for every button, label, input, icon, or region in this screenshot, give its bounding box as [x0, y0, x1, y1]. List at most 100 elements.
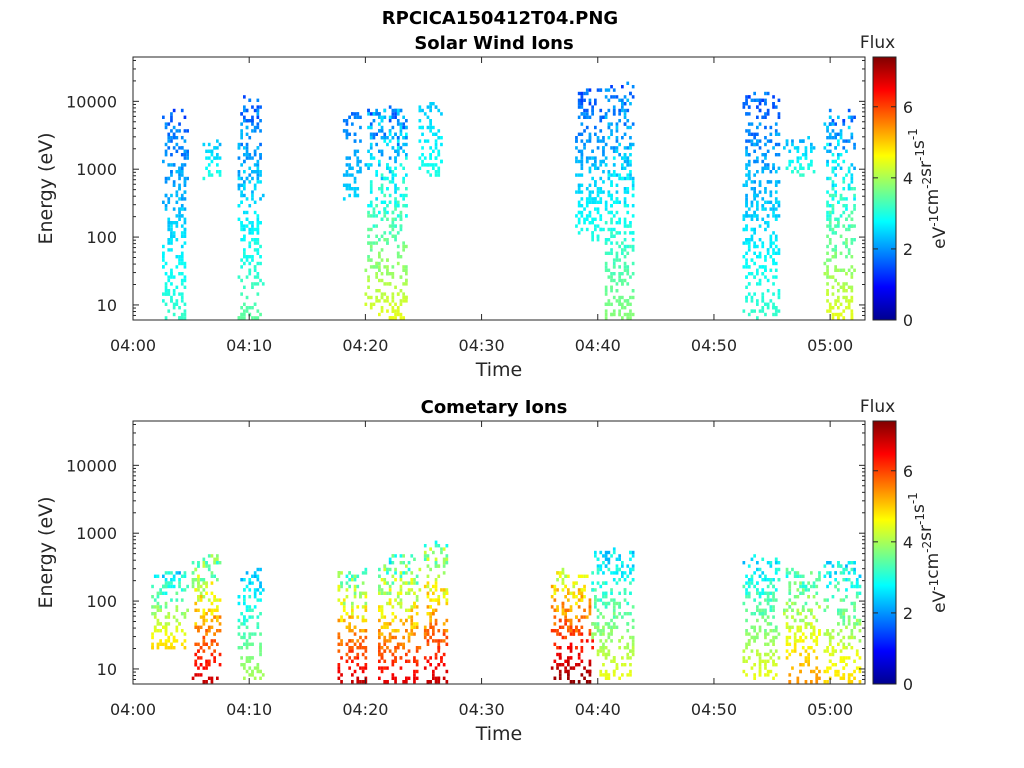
data-cell — [745, 659, 748, 663]
data-cell — [580, 595, 584, 599]
data-cell — [615, 231, 619, 235]
data-cell — [356, 170, 360, 174]
data-cell — [437, 149, 441, 153]
data-cell — [804, 153, 808, 157]
data-cell — [256, 292, 260, 296]
data-cell — [834, 122, 837, 126]
data-cell — [583, 221, 586, 225]
data-cell — [194, 663, 198, 667]
data-cell — [831, 136, 835, 140]
data-cell — [175, 639, 179, 643]
data-cell — [418, 125, 422, 130]
data-cell — [604, 312, 608, 317]
data-cell — [791, 625, 794, 629]
data-cell — [747, 159, 751, 164]
data-cell — [850, 136, 854, 140]
data-cell — [850, 561, 854, 565]
data-cell — [807, 646, 810, 650]
data-cell — [202, 557, 206, 561]
data-cell — [429, 612, 432, 616]
data-cell — [588, 132, 592, 136]
data-cell — [402, 268, 405, 272]
data-cell — [369, 241, 373, 245]
data-cell — [437, 544, 441, 548]
data-cell — [172, 289, 176, 293]
data-cell — [618, 173, 621, 177]
data-cell — [621, 656, 624, 660]
data-cell — [256, 615, 260, 619]
data-cell — [388, 622, 392, 626]
data-cell — [245, 306, 249, 310]
data-cell — [796, 625, 800, 629]
data-cell — [828, 581, 832, 585]
data-cell — [839, 302, 843, 306]
data-cell — [243, 663, 246, 667]
data-cell — [375, 204, 378, 208]
data-cell — [612, 234, 616, 238]
data-cell — [156, 608, 160, 612]
data-cell — [202, 142, 206, 147]
data-cell — [245, 646, 249, 650]
data-cell — [426, 557, 430, 561]
data-cell — [747, 241, 751, 245]
data-cell — [418, 646, 422, 650]
data-cell — [386, 639, 389, 643]
data-cell — [237, 176, 241, 181]
data-cell — [205, 561, 208, 565]
data-cell — [583, 584, 586, 589]
data-cell — [170, 578, 173, 582]
data-cell — [604, 156, 608, 160]
data-cell — [367, 234, 370, 238]
data-cell — [394, 680, 397, 684]
data-cell — [828, 224, 832, 228]
data-cell — [396, 591, 400, 595]
data-cell — [567, 646, 570, 650]
data-cell — [842, 159, 846, 164]
data-cell — [353, 656, 357, 660]
data-cell — [610, 231, 613, 235]
data-cell — [394, 173, 397, 177]
data-cell — [413, 578, 416, 582]
data-cell — [845, 139, 848, 143]
data-cell — [834, 136, 837, 140]
data-cell — [259, 632, 262, 636]
data-cell — [858, 669, 862, 674]
data-cell — [858, 622, 862, 626]
data-cell — [178, 292, 181, 296]
data-cell — [183, 316, 187, 320]
data-cell — [839, 153, 843, 157]
data-cell — [378, 652, 381, 657]
data-cell — [747, 581, 751, 585]
data-cell — [769, 180, 773, 184]
data-cell — [251, 176, 254, 181]
data-cell — [197, 673, 200, 677]
data-cell — [364, 302, 368, 306]
data-cell — [756, 125, 759, 130]
data-cell — [151, 646, 154, 650]
data-cell — [602, 153, 605, 157]
data-cell — [216, 170, 219, 174]
data-cell — [777, 295, 781, 300]
data-cell — [445, 618, 449, 623]
data-cell — [831, 166, 835, 170]
data-cell — [774, 183, 778, 187]
data-cell — [178, 207, 181, 211]
data-cell — [756, 618, 759, 623]
data-cell — [594, 125, 597, 130]
data-cell — [194, 578, 198, 582]
data-cell — [626, 622, 630, 626]
data-cell — [378, 163, 381, 167]
data-cell — [745, 173, 748, 177]
data-cell — [413, 656, 416, 660]
data-cell — [842, 598, 846, 602]
data-cell — [623, 312, 627, 317]
data-cell — [421, 163, 424, 167]
data-cell — [180, 312, 184, 317]
data-cell — [804, 584, 808, 589]
data-cell — [175, 224, 179, 228]
data-cell — [251, 642, 254, 646]
data-cell — [337, 669, 341, 674]
data-cell — [164, 581, 168, 585]
data-cell — [394, 598, 397, 602]
data-cell — [367, 285, 370, 289]
